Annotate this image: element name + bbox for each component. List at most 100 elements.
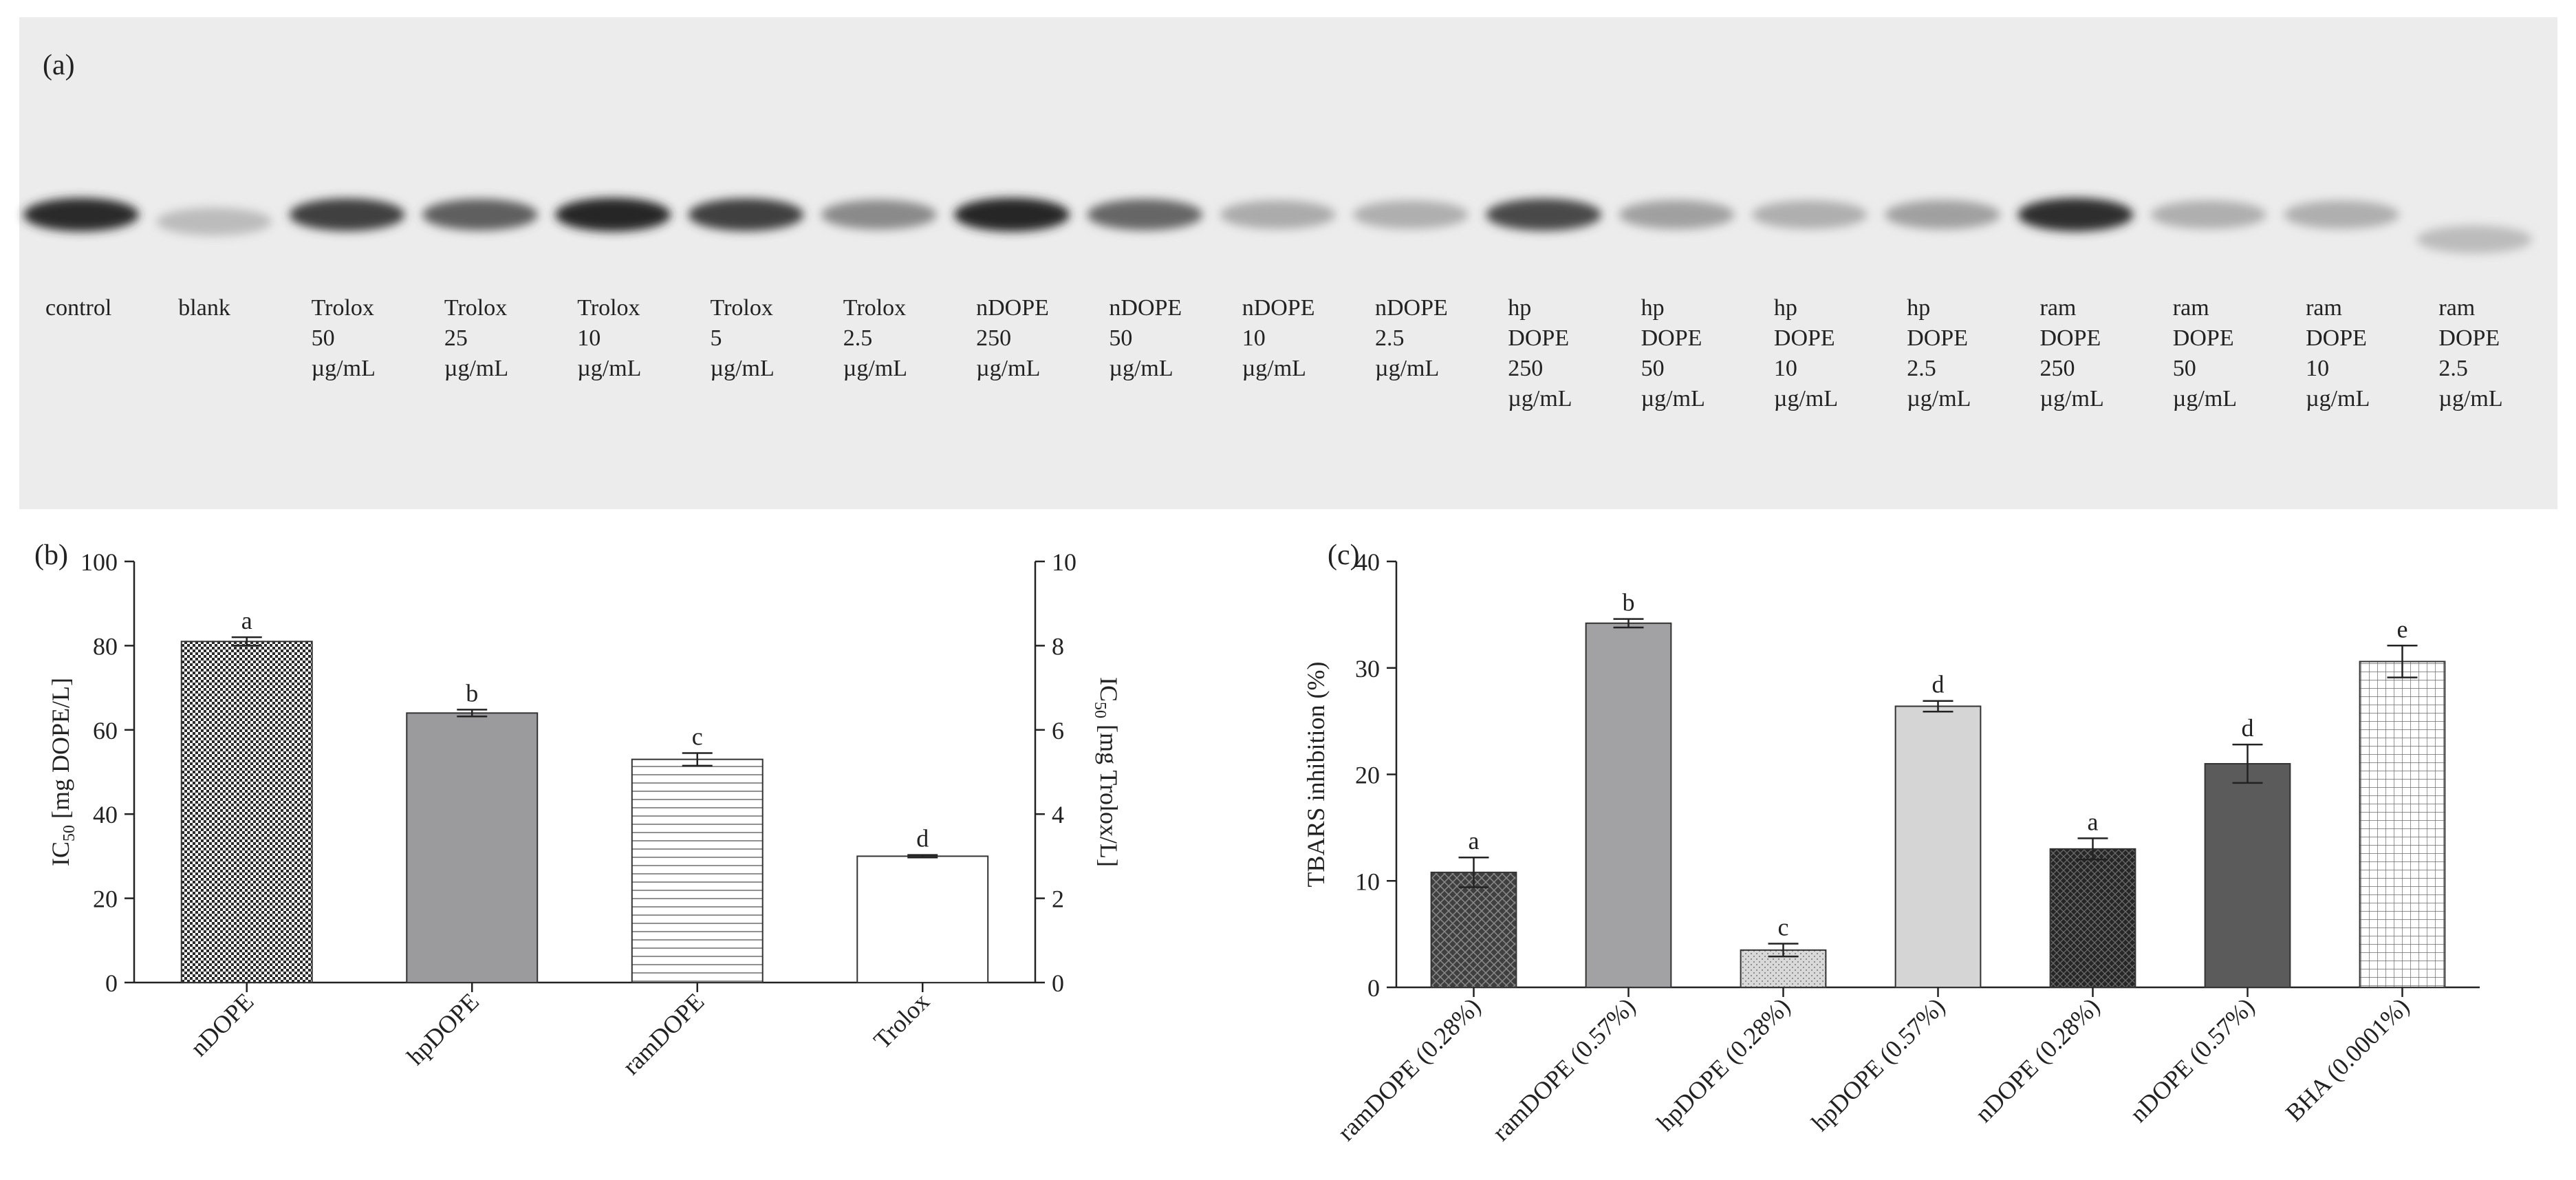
- lane-label-line: µg/mL: [976, 356, 1040, 381]
- lane-label-line: 50: [1109, 325, 1132, 351]
- lane-label-line: DOPE: [1508, 325, 1569, 351]
- significance-letter: e: [2397, 615, 2408, 643]
- y-tick-label: 40: [93, 801, 118, 828]
- x-tick-label: Trolox: [868, 987, 935, 1054]
- bar: [631, 758, 764, 983]
- x-tick-label: hpDOPE (0.57%): [1806, 992, 1950, 1136]
- lane-label: hp DOPE 50 µg/mL: [1641, 295, 1705, 411]
- lane-label-line: nDOPE: [1242, 295, 1315, 321]
- lane-label: ram DOPE 50 µg/mL: [2173, 295, 2237, 411]
- lane-label-line: 250: [976, 325, 1011, 351]
- lane-label-line: ram: [2173, 295, 2209, 321]
- y-axis-label: IC50 [mg DOPE/L]: [47, 678, 78, 866]
- gel-band: [555, 197, 671, 232]
- lane-label-line: µg/mL: [1641, 386, 1705, 411]
- lane-label-line: hp: [1641, 295, 1665, 321]
- y2-axis-label: IC50 [mg Trolox/L]: [1091, 677, 1123, 867]
- lane-label-line: 250: [1508, 356, 1543, 381]
- lane-label-line: DOPE: [1774, 325, 1835, 351]
- panel-b-label: (b): [34, 539, 68, 571]
- significance-letter: d: [1932, 671, 1945, 698]
- y2-tick-label: 10: [1052, 548, 1076, 576]
- lane-label: Trolox 10 µg/mL: [577, 295, 641, 381]
- lane-label-line: Trolox: [843, 295, 906, 321]
- lane-label-line: control: [45, 295, 111, 321]
- gel-band: [688, 198, 804, 231]
- lane-label-line: 10: [577, 325, 600, 351]
- gel-band: [954, 197, 1070, 232]
- gel-band: [1885, 200, 2001, 230]
- gel-band: [1087, 199, 1203, 230]
- lane-label-line: µg/mL: [2040, 386, 2104, 411]
- y-tick-label: 0: [1367, 974, 1380, 1002]
- lane-label: hp DOPE 2.5 µg/mL: [1907, 295, 1971, 411]
- gel-background: [19, 17, 2557, 509]
- y-tick-label: 40: [1355, 548, 1380, 576]
- y-tick-label: 20: [93, 886, 118, 913]
- x-tick-label: hpDOPE (0.28%): [1652, 992, 1795, 1136]
- lane-label-line: µg/mL: [2306, 386, 2370, 411]
- gel-band: [1486, 198, 1602, 231]
- x-tick-label: nDOPE (0.28%): [1970, 992, 2106, 1128]
- gel-band: [2416, 225, 2533, 254]
- lane-label: blank: [178, 295, 230, 321]
- bar: [1585, 622, 1672, 988]
- significance-letter: d: [916, 825, 929, 852]
- y2-tick-label: 0: [1052, 969, 1064, 997]
- lane-label-line: 10: [1774, 356, 1797, 381]
- lane-label: nDOPE 10 µg/mL: [1242, 295, 1315, 381]
- lane-label: control: [45, 295, 111, 321]
- x-tick-label: nDOPE (0.57%): [2125, 992, 2260, 1128]
- lane-label-line: µg/mL: [1375, 356, 1439, 381]
- lane-label-line: Trolox: [444, 295, 507, 321]
- x-tick-label: hpDOPE: [402, 987, 484, 1070]
- gel-band: [422, 199, 538, 230]
- x-tick-label: ramDOPE (0.57%): [1487, 992, 1641, 1146]
- y-tick-label: 20: [1355, 762, 1380, 789]
- y2-tick-label: 2: [1052, 886, 1064, 913]
- gel-band: [1220, 200, 1336, 229]
- gel-band: [289, 198, 405, 231]
- gel-band: [156, 207, 272, 236]
- lane-label-line: µg/mL: [312, 356, 376, 381]
- lane-label-line: µg/mL: [444, 356, 508, 381]
- gel-band: [2150, 200, 2266, 229]
- tbars-chart: (c) 0 10 20 30 40 TBARS inhibition (%) a ramDOP…: [1302, 539, 2480, 1146]
- lane-label-line: nDOPE: [1109, 295, 1182, 321]
- lane-label: Trolox 50 µg/mL: [312, 295, 376, 381]
- y2-tick-label: 4: [1052, 801, 1064, 828]
- lane-label-line: hp: [1508, 295, 1531, 321]
- bar: [406, 712, 539, 983]
- lane-label-line: 50: [312, 325, 335, 351]
- lane-label: hp DOPE 250 µg/mL: [1508, 295, 1572, 411]
- lane-label-line: ram: [2306, 295, 2342, 321]
- gel-band: [821, 200, 937, 230]
- lane-label-line: µg/mL: [1109, 356, 1173, 381]
- significance-letter: b: [1623, 589, 1635, 616]
- y-tick-label: 0: [105, 969, 118, 997]
- gel-band: [1619, 200, 1735, 230]
- lane-label: Trolox 2.5 µg/mL: [843, 295, 907, 381]
- lane-label-line: ram: [2438, 295, 2475, 321]
- bar: [1430, 871, 1517, 988]
- lane-label-line: µg/mL: [577, 356, 641, 381]
- lane-label-line: hp: [1907, 295, 1930, 321]
- lane-label-line: 50: [1641, 356, 1665, 381]
- gel-band: [2284, 200, 2400, 229]
- bar: [180, 641, 313, 983]
- lane-label-line: 10: [1242, 325, 1266, 351]
- panel-c-label: (c): [1328, 539, 1360, 571]
- lane-label-line: µg/mL: [1508, 386, 1572, 411]
- lane-label-line: Trolox: [312, 295, 374, 321]
- bar: [2204, 763, 2291, 988]
- y2-tick-label: 6: [1052, 717, 1064, 744]
- lane-label-line: ram: [2040, 295, 2077, 321]
- lane-label: ram DOPE 250 µg/mL: [2040, 295, 2104, 411]
- gel-band: [1353, 200, 1469, 229]
- lane-label-line: 2.5: [843, 325, 873, 351]
- gel-panel: (a) control blank Trolox 50 µg/mL Trolox 25 µg/…: [19, 17, 2557, 509]
- lane-label-line: DOPE: [2438, 325, 2500, 351]
- lane-label-line: Trolox: [711, 295, 773, 321]
- lane-label-line: nDOPE: [976, 295, 1049, 321]
- y2-tick-label: 8: [1052, 632, 1064, 660]
